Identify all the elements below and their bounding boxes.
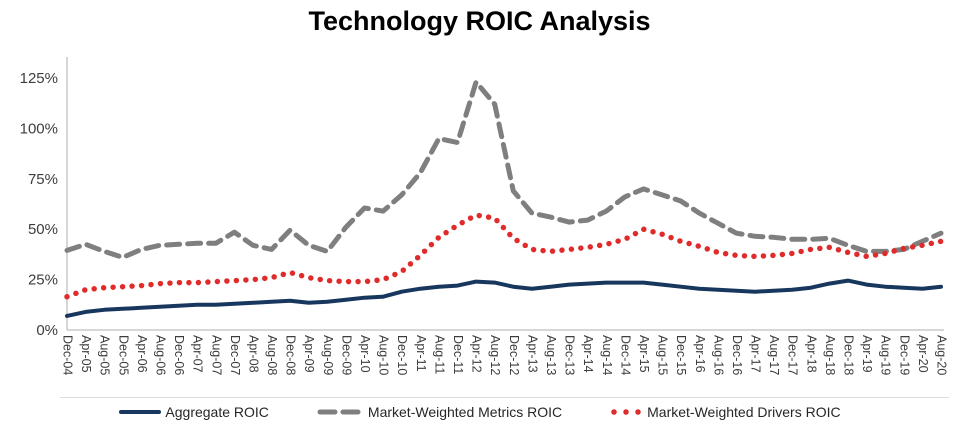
svg-text:Apr-17: Apr-17 <box>749 335 763 373</box>
svg-text:Apr-10: Apr-10 <box>358 335 372 373</box>
svg-text:Apr-13: Apr-13 <box>525 335 539 373</box>
svg-text:Aug-10: Aug-10 <box>377 335 391 375</box>
axes <box>66 57 944 331</box>
svg-text:Aug-19: Aug-19 <box>879 335 893 375</box>
series-line-market-weighted-drivers-roic <box>64 212 944 300</box>
svg-text:Dec-09: Dec-09 <box>339 335 353 375</box>
svg-text:Aug-06: Aug-06 <box>153 335 167 375</box>
svg-text:Dec-17: Dec-17 <box>786 335 800 375</box>
svg-text:Aug-08: Aug-08 <box>265 335 279 375</box>
legend-label-market-weighted-metrics-roic: Market-Weighted Metrics ROIC <box>367 404 563 420</box>
svg-text:0%: 0% <box>36 322 58 339</box>
x-axis-labels: Dec-04 Apr-05 Aug-05 Dec-05 Apr-06 Aug-06 Dec-… <box>61 335 949 375</box>
aggregate-roic-solid-line-swatch <box>119 410 162 414</box>
svg-text:Dec-04: Dec-04 <box>61 335 75 375</box>
y-axis-labels: 0% 25% 50% 75% 100% 125% <box>20 70 58 339</box>
svg-text:Apr-18: Apr-18 <box>804 335 818 373</box>
svg-text:Aug-18: Aug-18 <box>823 335 837 375</box>
svg-text:Dec-07: Dec-07 <box>228 335 242 375</box>
svg-text:Dec-05: Dec-05 <box>116 335 130 375</box>
svg-text:Apr-07: Apr-07 <box>191 335 205 373</box>
svg-text:Apr-15: Apr-15 <box>637 335 651 373</box>
svg-text:125%: 125% <box>20 70 58 87</box>
legend-item-market-weighted-metrics-roic: Market-Weighted Metrics ROIC <box>317 404 562 420</box>
svg-text:Aug-14: Aug-14 <box>600 335 614 375</box>
series-line-aggregate-roic <box>65 278 943 318</box>
svg-text:Dec-18: Dec-18 <box>842 335 856 375</box>
svg-text:Apr-05: Apr-05 <box>79 335 93 373</box>
svg-text:Apr-09: Apr-09 <box>302 335 316 373</box>
chart-title: Technology ROIC Analysis <box>308 6 651 36</box>
drivers-roic-dotted-line-swatch <box>611 409 645 415</box>
svg-text:Dec-13: Dec-13 <box>563 335 577 375</box>
metrics-roic-dashed-line-swatch <box>317 409 365 415</box>
svg-text:Aug-12: Aug-12 <box>488 335 502 375</box>
svg-text:Aug-16: Aug-16 <box>711 335 725 375</box>
svg-text:Apr-20: Apr-20 <box>916 335 930 373</box>
svg-text:Aug-20: Aug-20 <box>935 335 949 375</box>
svg-text:Dec-08: Dec-08 <box>284 335 298 375</box>
svg-text:Dec-15: Dec-15 <box>674 335 688 375</box>
series-lines <box>64 79 944 318</box>
svg-text:Aug-17: Aug-17 <box>767 335 781 375</box>
svg-text:Aug-15: Aug-15 <box>656 335 670 375</box>
svg-text:Dec-16: Dec-16 <box>730 335 744 375</box>
svg-text:Dec-12: Dec-12 <box>507 335 521 375</box>
svg-text:Dec-06: Dec-06 <box>172 335 186 375</box>
svg-text:Aug-07: Aug-07 <box>209 335 223 375</box>
svg-text:Apr-14: Apr-14 <box>581 335 595 373</box>
svg-text:Apr-12: Apr-12 <box>470 335 484 373</box>
svg-text:Apr-16: Apr-16 <box>693 335 707 373</box>
chart-legend: Aggregate ROIC Market-Weighted Metrics R… <box>0 401 959 423</box>
svg-text:100%: 100% <box>20 120 58 137</box>
legend-divider <box>60 397 949 398</box>
svg-text:Aug-05: Aug-05 <box>98 335 112 375</box>
series-line-market-weighted-metrics-roic <box>64 79 944 260</box>
legend-item-aggregate-roic: Aggregate ROIC <box>118 404 269 420</box>
svg-text:Aug-13: Aug-13 <box>544 335 558 375</box>
svg-text:Apr-06: Apr-06 <box>135 335 149 373</box>
svg-text:50%: 50% <box>28 221 58 238</box>
svg-text:Aug-11: Aug-11 <box>432 335 446 374</box>
svg-text:25%: 25% <box>28 272 58 289</box>
svg-text:Dec-14: Dec-14 <box>618 335 632 375</box>
legend-label-aggregate-roic: Aggregate ROIC <box>165 404 269 420</box>
svg-text:Dec-19: Dec-19 <box>897 335 911 375</box>
legend-item-market-weighted-drivers-roic: Market-Weighted Drivers ROIC <box>610 404 841 420</box>
svg-text:Apr-19: Apr-19 <box>860 335 874 373</box>
svg-text:Dec-10: Dec-10 <box>395 335 409 375</box>
svg-text:Aug-09: Aug-09 <box>321 335 335 375</box>
svg-text:Apr-08: Apr-08 <box>246 335 260 373</box>
legend-label-market-weighted-drivers-roic: Market-Weighted Drivers ROIC <box>647 404 841 420</box>
svg-text:Apr-11: Apr-11 <box>414 335 428 372</box>
svg-text:Dec-11: Dec-11 <box>451 335 465 374</box>
svg-text:75%: 75% <box>28 171 58 188</box>
